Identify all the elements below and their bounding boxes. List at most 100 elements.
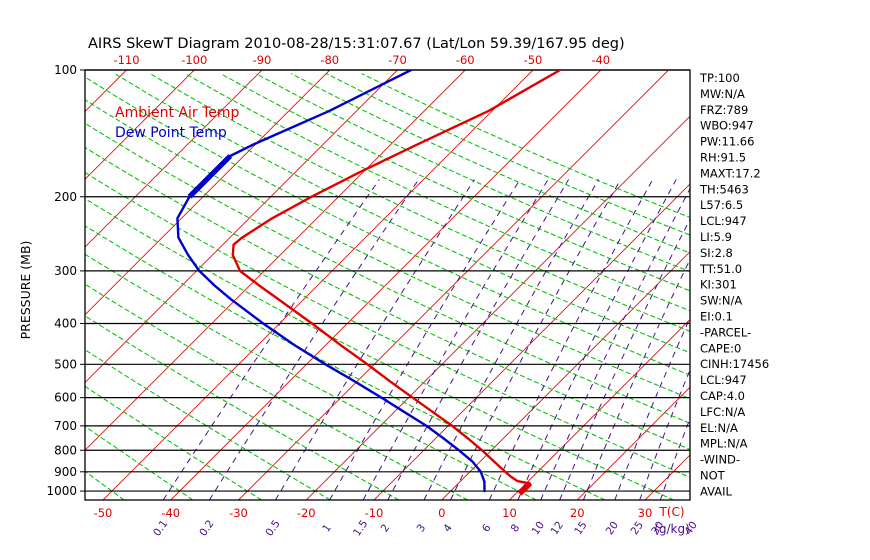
bottom-temp-tick-0: 0	[438, 506, 445, 520]
moist-adiabat-100	[149, 73, 690, 332]
sounding-index-10: LI:5.9	[700, 230, 732, 244]
sounding-index-15: EI:0.1	[700, 310, 733, 324]
ambient-surface-layer	[517, 481, 533, 496]
moist-adiabat-70	[85, 99, 690, 400]
moist-adiabat-110	[185, 73, 690, 312]
sounding-index-0: TP:100	[699, 71, 740, 85]
sounding-index-11: SI:2.8	[700, 246, 733, 260]
dry-adiabat--30	[238, 70, 669, 500]
pressure-tick-900: 900	[54, 465, 77, 479]
sounding-index-24: -WIND-	[700, 453, 740, 467]
top-temp-tick--110: -110	[113, 53, 139, 67]
dry-adiabat--70	[85, 70, 398, 384]
sounding-index-12: TT:51.0	[699, 262, 742, 276]
dry-adiabat-20	[576, 386, 690, 500]
sounding-index-4: PW:11.66	[700, 135, 754, 149]
dry-adiabat--90	[85, 70, 263, 248]
sounding-index-2: FRZ:789	[700, 103, 748, 117]
top-temp-tick--70: -70	[388, 53, 407, 67]
sounding-index-1: MW:N/A	[700, 87, 745, 101]
sounding-index-5: RH:91.5	[700, 151, 746, 165]
mixing-ratio-0.5	[275, 179, 475, 500]
top-temp-tick--40: -40	[591, 53, 610, 67]
sounding-index-9: LCL:947	[700, 214, 747, 228]
sounding-index-3: WBO:947	[700, 119, 754, 133]
moist-adiabat-40	[85, 171, 690, 478]
dry-adiabat-10	[509, 318, 690, 500]
moist-adiabat-lines	[85, 73, 690, 500]
legend-dew-point-temp: Dew Point Temp	[115, 125, 227, 141]
dry-adiabat--60	[85, 70, 466, 451]
dry-adiabat--20	[305, 115, 690, 500]
moist-adiabat-30	[85, 198, 674, 500]
bottom-temperature-axis-labels: -50 -40 -30 -20 -10 0 10 20 30	[94, 506, 653, 520]
moist-adiabat-20	[85, 225, 606, 500]
bottom-temp-tick--50: -50	[94, 506, 113, 520]
top-temp-tick--80: -80	[320, 53, 339, 67]
top-temp-tick--50: -50	[524, 53, 543, 67]
sounding-index-23: MPL:N/A	[700, 437, 748, 451]
moist-adiabat-50	[85, 146, 690, 451]
moist-adiabat-90	[114, 73, 690, 354]
moist-adiabat-60	[85, 122, 690, 424]
sounding-indices-panel: TP:100 MW:N/A FRZ:789 WBO:947 PW:11.66 RH:91.…	[699, 71, 769, 498]
mixing-ratio-lines	[162, 179, 690, 500]
bottom-temp-tick--40: -40	[161, 506, 180, 520]
sounding-index-18: CINH:17456	[700, 357, 769, 371]
plot-frame	[84, 69, 691, 501]
pressure-tick-1000: 1000	[46, 484, 77, 498]
sounding-index-6: MAXT:17.2	[700, 166, 761, 180]
mixing-ratio-25	[639, 368, 690, 500]
mixing-ratio-8	[517, 179, 677, 500]
mixing-ratio-0.1	[162, 179, 380, 500]
sounding-index-16: -PARCEL-	[700, 325, 751, 339]
temperature-unit-label: T(C)	[658, 505, 684, 519]
sounding-index-17: CAPE:0	[700, 341, 741, 355]
pressure-tick-600: 600	[54, 391, 77, 405]
sounding-index-8: L57:6.5	[700, 198, 743, 212]
pressure-tick-300: 300	[54, 264, 77, 278]
pressure-tick-100: 100	[54, 63, 77, 77]
sounding-index-25: NOT	[700, 469, 726, 483]
dry-adiabat--10	[373, 183, 690, 500]
mixing-ratio-1	[329, 179, 521, 500]
dewpoint-saturated-layer	[187, 154, 233, 199]
mixing-ratio-15	[582, 258, 690, 500]
dry-adiabat--100	[85, 70, 195, 180]
moist-adiabat-0	[85, 283, 468, 500]
bottom-temp-tick-30: 30	[638, 506, 653, 520]
temperature-profiles	[176, 70, 562, 496]
page-title: AIRS SkewT Diagram 2010-08-28/15:31:07.6…	[88, 36, 625, 52]
bottom-temp-tick-10: 10	[502, 506, 517, 520]
mixing-ratio-unit-label: (g/kg)	[654, 522, 690, 536]
moist-adiabat--10	[85, 315, 400, 500]
top-temp-tick--60: -60	[456, 53, 475, 67]
bottom-temp-tick--10: -10	[365, 506, 384, 520]
mixing-ratio-20	[614, 316, 690, 500]
moist-adiabat-140	[290, 73, 690, 254]
sounding-index-20: CAP:4.0	[700, 389, 745, 403]
mixing-ratio-2	[387, 179, 570, 500]
sounding-index-21: LFC:N/A	[700, 405, 745, 419]
sounding-index-13: KI:301	[700, 278, 737, 292]
mixing-ratio-12	[559, 217, 690, 500]
sounding-index-14: SW:N/A	[700, 294, 742, 308]
legend-ambient-air-temp: Ambient Air Temp	[115, 105, 240, 121]
pressure-tick-200: 200	[54, 190, 77, 204]
profile-ambient-air-temp	[231, 70, 562, 493]
pressure-tick-800: 800	[54, 443, 77, 457]
moist-adiabat-10	[85, 253, 537, 500]
top-temp-tick--100: -100	[181, 53, 207, 67]
sounding-index-26: AVAIL	[700, 484, 733, 498]
sounding-index-22: EL:N/A	[700, 421, 738, 435]
pressure-tick-400: 400	[54, 317, 77, 331]
mixing-ratio-0.2	[208, 179, 420, 500]
pressure-tick-500: 500	[54, 357, 77, 371]
dry-adiabat--50	[102, 70, 534, 500]
bottom-temp-tick--30: -30	[229, 506, 248, 520]
bottom-temp-tick--20: -20	[297, 506, 316, 520]
pressure-tick-700: 700	[54, 419, 77, 433]
